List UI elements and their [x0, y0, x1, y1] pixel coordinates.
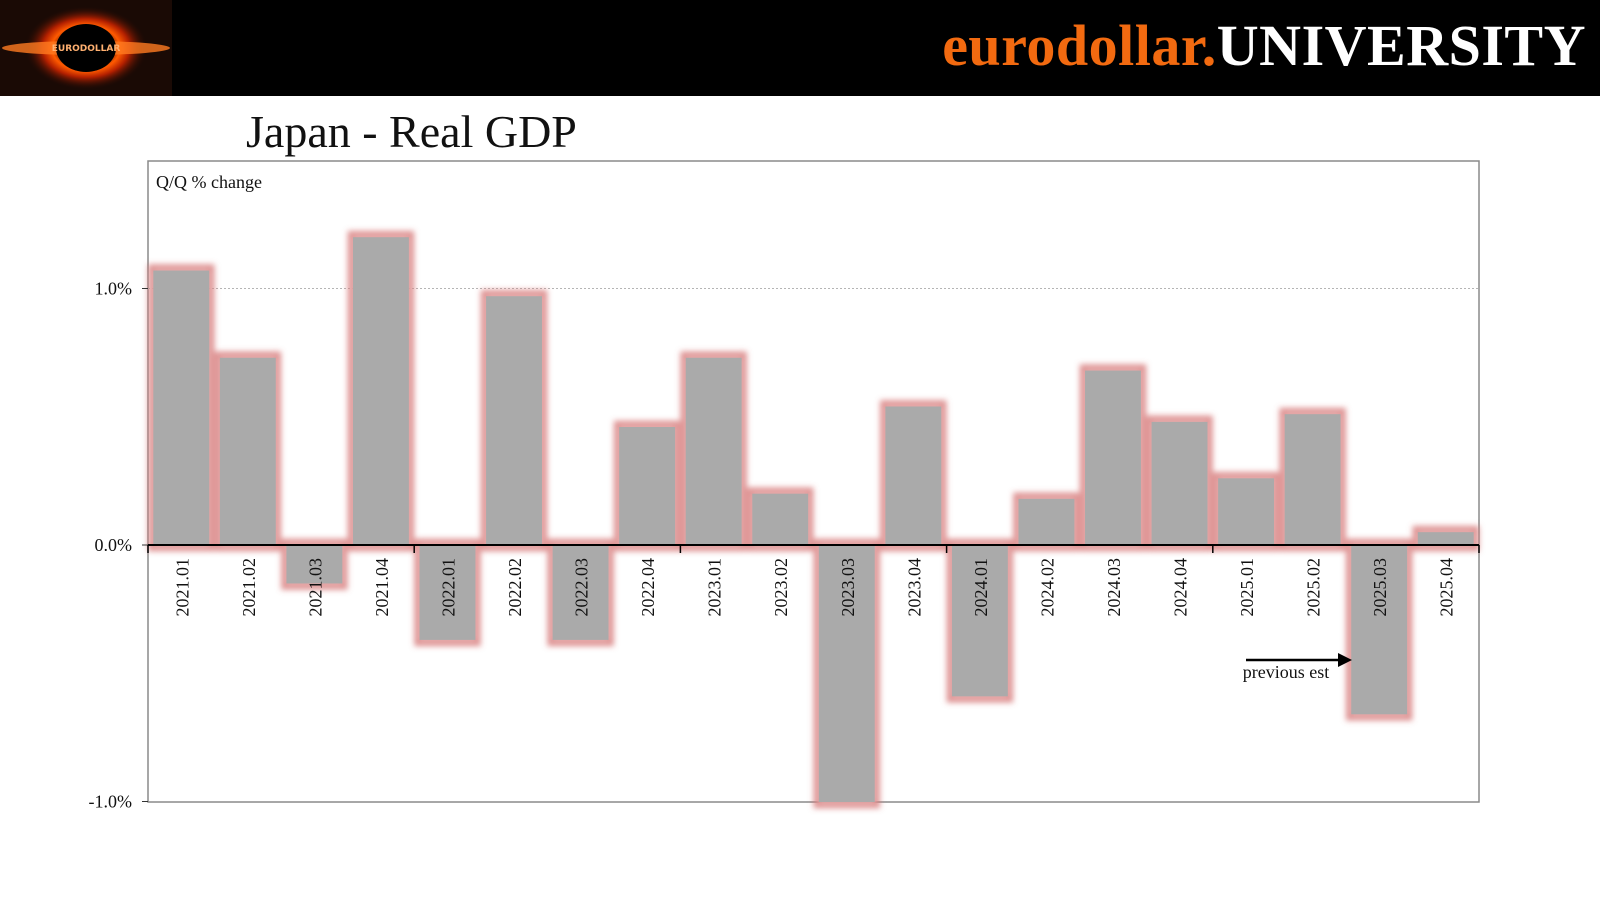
- logo-image: EURODOLLAR: [2, 6, 170, 90]
- x-tick-label: 2024.01: [971, 558, 991, 617]
- x-tick-label: 2023.03: [838, 558, 858, 617]
- bar: [1218, 478, 1275, 545]
- previous-est-annotation: previous est: [1243, 653, 1352, 682]
- logo: EURODOLLAR: [0, 0, 172, 96]
- x-tick-label: 2024.03: [1104, 558, 1124, 617]
- bar: [552, 545, 609, 640]
- page-title: Japan - Real GDP: [246, 106, 577, 157]
- x-tick-label: 2023.04: [904, 558, 924, 617]
- header-banner: EURODOLLAR eurodollar.UNIVERSITY: [0, 0, 1600, 96]
- bar: [286, 545, 343, 584]
- bar: [818, 545, 875, 802]
- brand-eurodollar: eurodollar.: [942, 13, 1217, 78]
- bar: [1417, 532, 1474, 545]
- x-tick-label: 2023.02: [771, 558, 791, 617]
- bar: [1351, 545, 1408, 715]
- x-tick-label: 2022.02: [505, 558, 525, 617]
- bar: [419, 545, 476, 640]
- x-tick-label: 2022.01: [438, 558, 458, 617]
- x-tick-label: 2025.03: [1370, 558, 1390, 617]
- x-tick-label: 2022.04: [638, 558, 658, 617]
- y-tick-label: 1.0%: [95, 279, 133, 299]
- x-tick-label: 2022.03: [572, 558, 592, 617]
- bar: [752, 493, 809, 545]
- bar: [352, 237, 409, 545]
- brand-wordmark: eurodollar.UNIVERSITY: [942, 8, 1586, 84]
- x-tick-label: 2023.01: [705, 558, 725, 617]
- x-tick-label: 2025.01: [1237, 558, 1257, 617]
- x-tick-label: 2021.01: [172, 558, 192, 617]
- x-tick-label: 2021.02: [239, 558, 259, 617]
- bar: [1018, 498, 1075, 545]
- x-tick-label: 2025.04: [1437, 558, 1457, 617]
- bar: [219, 357, 276, 545]
- bar: [685, 357, 742, 545]
- bar: [951, 545, 1008, 697]
- x-tick-label: 2021.03: [305, 558, 325, 617]
- y-axis-label: Q/Q % change: [156, 172, 262, 192]
- x-tick-label: 2024.04: [1171, 558, 1191, 617]
- logo-text: EURODOLLAR: [52, 44, 121, 54]
- bar: [153, 270, 210, 545]
- bar: [885, 406, 942, 545]
- bar: [619, 427, 676, 545]
- arrow-head-icon: [1338, 653, 1352, 667]
- bar: [1284, 414, 1341, 545]
- annotation-label: previous est: [1243, 662, 1329, 682]
- y-tick-label: -1.0%: [89, 792, 133, 812]
- bar: [486, 296, 542, 545]
- brand-university: UNIVERSITY: [1216, 13, 1586, 78]
- y-tick-label: 0.0%: [95, 535, 133, 555]
- x-tick-label: 2021.04: [372, 558, 392, 617]
- bar: [1085, 370, 1141, 545]
- x-tick-label: 2025.02: [1304, 558, 1324, 617]
- bar: [1151, 421, 1208, 545]
- x-tick-label: 2024.02: [1037, 558, 1057, 617]
